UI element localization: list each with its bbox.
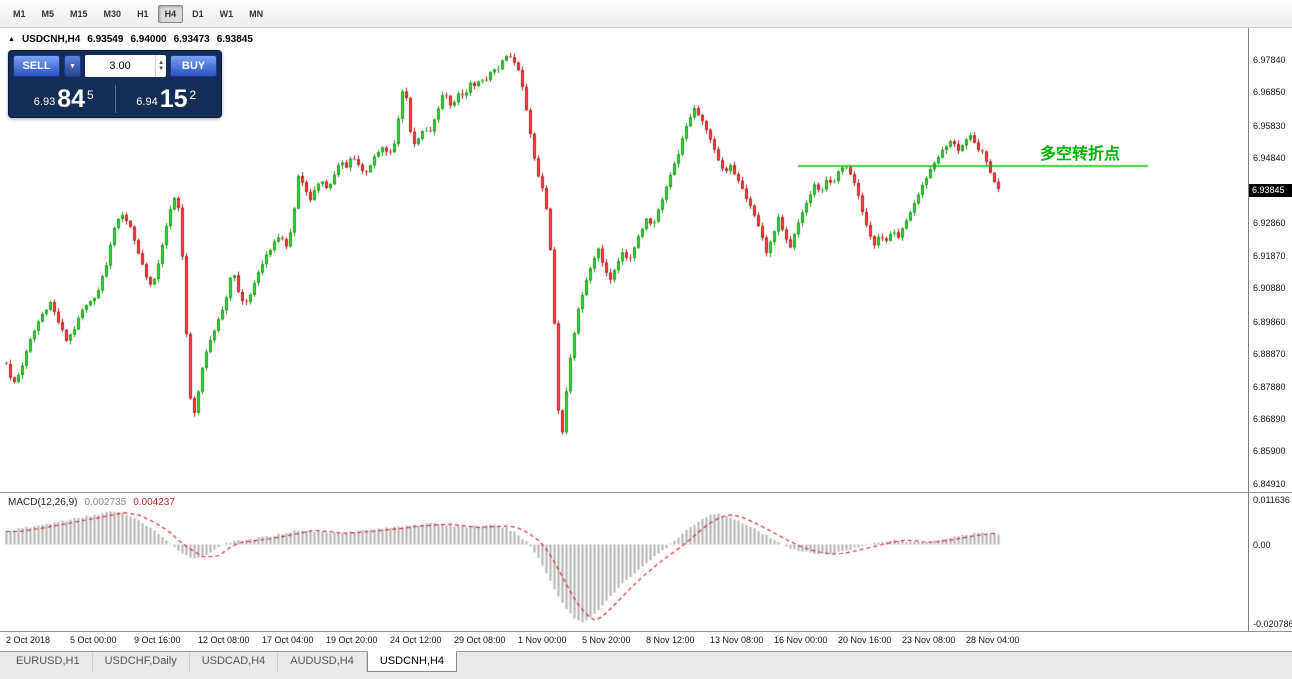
- time-axis-label: 19 Oct 20:00: [326, 635, 378, 645]
- time-axis-separator: [0, 631, 1292, 632]
- price-axis-label: 6.88870: [1253, 349, 1286, 360]
- trade-panel-controls: SELL ▼ ▲ ▼ BUY: [13, 55, 217, 77]
- ohlc-open: 6.93549: [87, 34, 124, 45]
- current-price-badge: 6.93845: [1249, 184, 1292, 198]
- chart-window: ▲ USDCNH,H4 6.93549 6.94000 6.93473 6.93…: [0, 28, 1292, 651]
- chart-tabs: EURUSD,H1 USDCHF,Daily USDCAD,H4 AUDUSD,H4 U…: [4, 651, 458, 672]
- time-axis-label: 16 Nov 00:00: [774, 635, 828, 645]
- time-axis-label: 23 Nov 08:00: [902, 635, 956, 645]
- time-axis-label: 12 Oct 08:00: [198, 635, 250, 645]
- timeframe-button-h4[interactable]: H4: [157, 4, 184, 23]
- time-axis-label: 13 Nov 08:00: [710, 635, 764, 645]
- chart-tab-usdcnh-h4[interactable]: USDCNH,H4: [366, 651, 458, 672]
- ohlc-close: 6.93845: [216, 34, 253, 45]
- volume-spinner: ▲ ▼: [155, 55, 166, 77]
- price-axis-label: 6.85900: [1253, 446, 1286, 457]
- time-axis-label: 9 Oct 16:00: [134, 635, 181, 645]
- price-axis-label: 6.92860: [1253, 218, 1286, 229]
- timeframe-button-m15[interactable]: M15: [70, 8, 88, 19]
- price-axis-label: 6.91870: [1253, 250, 1286, 261]
- price-axis-label: 6.94840: [1253, 153, 1286, 164]
- time-axis[interactable]: 2 Oct 2018 5 Oct 00:00 9 Oct 16:00 12 Oct 0…: [0, 632, 1248, 651]
- macd-axis-label: 0.00: [1253, 539, 1271, 550]
- buy-price-prefix: 6.94: [136, 96, 158, 109]
- buy-price-pips: 15: [159, 85, 188, 113]
- chart-tab-audusd-h4[interactable]: AUDUSD,H4: [278, 652, 367, 672]
- ohlc-low: 6.93473: [173, 34, 210, 45]
- ohlc-high: 6.94000: [130, 34, 167, 45]
- timeframe-button-m30[interactable]: M30: [103, 8, 122, 19]
- time-axis-label: 8 Nov 12:00: [646, 635, 695, 645]
- spinner-down-icon[interactable]: ▼: [158, 66, 165, 72]
- sell-price-point: 5: [87, 88, 94, 102]
- chart-tab-eurusd-h1[interactable]: EURUSD,H1: [4, 652, 93, 672]
- sell-price[interactable]: 6.93 84 5: [13, 87, 115, 113]
- macd-axis-label: -0.020786: [1253, 619, 1292, 629]
- volume-dropdown-button[interactable]: ▼: [64, 55, 81, 77]
- sell-price-pips: 84: [57, 85, 86, 113]
- time-axis-label: 1 Nov 00:00: [518, 635, 567, 645]
- time-axis-label: 17 Oct 04:00: [262, 635, 314, 645]
- macd-name: MACD(12,26,9): [8, 497, 78, 508]
- time-axis-label: 20 Nov 16:00: [838, 635, 892, 645]
- price-axis-label: 6.90880: [1253, 283, 1286, 294]
- timeframe-button-w1[interactable]: W1: [219, 8, 234, 19]
- price-scale[interactable]: 6.97840 6.96850 6.95830 6.94840 6.92860 6.918…: [1248, 28, 1292, 492]
- macd-scale[interactable]: 0.011636 0.00 -0.020786: [1248, 493, 1292, 631]
- chart-tab-usdcad-h4[interactable]: USDCAD,H4: [190, 652, 279, 672]
- price-axis-label: 6.84910: [1253, 478, 1286, 489]
- chart-tabs-bar: EURUSD,H1 USDCHF,Daily USDCAD,H4 AUDUSD,H4 U…: [0, 651, 1292, 679]
- macd-signal-value: 0.004237: [133, 497, 175, 508]
- time-axis-label: 5 Nov 20:00: [582, 635, 631, 645]
- timeframe-button-d1[interactable]: D1: [192, 8, 204, 19]
- timeframe-button-mn[interactable]: MN: [249, 8, 264, 19]
- timeframe-buttons: M1 M5 M15 M30 H1 H4 D1 W1 MN: [6, 4, 270, 23]
- price-divider: [114, 85, 116, 113]
- time-axis-label: 29 Oct 08:00: [454, 635, 506, 645]
- sell-button[interactable]: SELL: [13, 55, 60, 77]
- spinner-up-icon[interactable]: ▲: [158, 60, 165, 66]
- chart-title: ▲ USDCNH,H4 6.93549 6.94000 6.93473 6.93…: [8, 34, 253, 45]
- buy-button[interactable]: BUY: [170, 55, 217, 77]
- chart-symbol: USDCNH,H4: [21, 34, 81, 45]
- price-axis-label: 6.87880: [1253, 381, 1286, 392]
- timeframe-button-h1[interactable]: H1: [137, 8, 149, 19]
- timeframe-button-m5[interactable]: M5: [41, 8, 55, 19]
- timeframe-button-m1[interactable]: M1: [13, 8, 26, 19]
- price-axis-label: 6.96850: [1253, 87, 1286, 98]
- macd-chart-canvas[interactable]: [0, 493, 1248, 631]
- chart-tab-usdchf-daily[interactable]: USDCHF,Daily: [93, 652, 190, 672]
- trade-panel-prices: 6.93 84 5 6.94 15 2: [13, 80, 217, 113]
- sell-price-prefix: 6.93: [33, 96, 56, 109]
- time-axis-label: 2 Oct 2018: [6, 635, 51, 645]
- volume-input[interactable]: [85, 55, 156, 77]
- macd-main-value: 0.002735: [84, 497, 127, 508]
- buy-price[interactable]: 6.94 15 2: [116, 87, 218, 113]
- price-axis-label: 6.86890: [1253, 414, 1286, 425]
- price-axis-label: 6.95830: [1253, 120, 1286, 131]
- time-axis-label: 28 Nov 04:00: [966, 635, 1020, 645]
- trade-panel-collapse-icon[interactable]: ▲: [8, 36, 15, 43]
- buy-price-point: 2: [189, 88, 197, 102]
- chevron-down-icon: ▼: [69, 62, 76, 70]
- macd-indicator-label: MACD(12,26,9) 0.002735 0.004237: [8, 497, 175, 508]
- pane-separator[interactable]: [0, 492, 1292, 493]
- macd-axis-label: 0.011636: [1253, 495, 1290, 505]
- price-axis-label: 6.89860: [1253, 316, 1286, 327]
- trendline-label[interactable]: 多空转折点: [1040, 146, 1121, 163]
- timeframe-toolbar: M1 M5 M15 M30 H1 H4 D1 W1 MN: [0, 0, 1292, 28]
- one-click-trading-panel: SELL ▼ ▲ ▼ BUY 6.93 84 5 6.94 15 2: [8, 50, 222, 118]
- volume-field: ▲ ▼: [85, 55, 166, 77]
- time-axis-label: 24 Oct 12:00: [390, 635, 442, 645]
- price-axis-label: 6.97840: [1253, 55, 1286, 65]
- time-axis-label: 5 Oct 00:00: [70, 635, 117, 645]
